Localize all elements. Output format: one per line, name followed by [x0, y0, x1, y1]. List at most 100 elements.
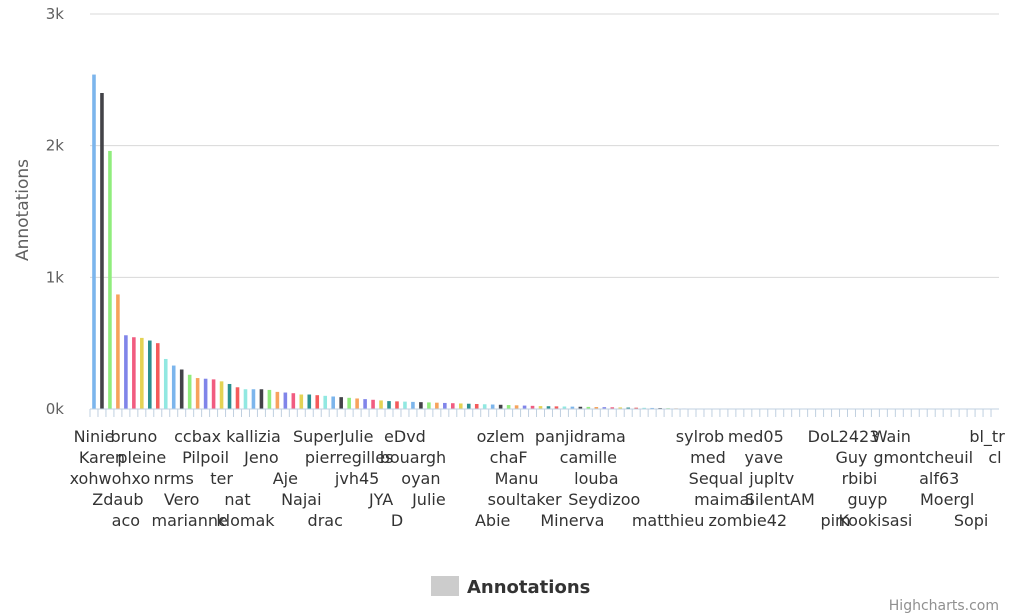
bar[interactable]: [307, 394, 312, 409]
bar[interactable]: [347, 397, 351, 409]
bar[interactable]: [187, 374, 192, 409]
bar[interactable]: [267, 389, 272, 409]
bar[interactable]: [578, 406, 583, 409]
bar[interactable]: [466, 403, 471, 409]
bar[interactable]: [546, 406, 551, 409]
bar[interactable]: [395, 401, 399, 409]
x-category-label: Julie: [411, 490, 446, 509]
bar[interactable]: [451, 403, 455, 409]
y-tick-label: 1k: [46, 268, 65, 286]
bar[interactable]: [227, 383, 232, 409]
x-category-label: med05: [728, 427, 784, 446]
bar[interactable]: [299, 394, 304, 409]
x-category-label: Seydizoo: [568, 490, 640, 509]
bar[interactable]: [363, 399, 367, 409]
x-category-label: ter: [210, 469, 233, 488]
bar[interactable]: [514, 405, 519, 409]
bar[interactable]: [498, 404, 503, 409]
bar[interactable]: [211, 379, 216, 409]
bar[interactable]: [371, 399, 375, 409]
bar[interactable]: [522, 405, 527, 409]
x-category-label: louba: [574, 469, 618, 488]
bar[interactable]: [435, 402, 439, 409]
x-category-label: Najai: [281, 490, 321, 509]
bar[interactable]: [291, 393, 296, 409]
bar[interactable]: [315, 395, 320, 409]
bar[interactable]: [355, 398, 359, 409]
x-category-label: chaF: [490, 448, 528, 467]
bar[interactable]: [634, 407, 638, 409]
legend-swatch[interactable]: [431, 576, 459, 596]
bar[interactable]: [474, 403, 479, 409]
bar[interactable]: [339, 397, 343, 409]
bar[interactable]: [283, 392, 288, 409]
bar[interactable]: [179, 369, 184, 410]
bar[interactable]: [243, 389, 248, 409]
bar[interactable]: [419, 402, 423, 409]
y-tick-label: 3k: [46, 5, 65, 23]
bar[interactable]: [235, 387, 240, 409]
bar[interactable]: [562, 406, 567, 409]
bar[interactable]: [92, 74, 96, 410]
y-tick-label: 2k: [46, 137, 65, 155]
bar[interactable]: [427, 402, 431, 409]
bar[interactable]: [626, 407, 631, 409]
bar[interactable]: [458, 403, 463, 409]
x-category-label: Karen: [79, 448, 125, 467]
bar-series-annotations[interactable]: [92, 74, 726, 410]
bar[interactable]: [148, 340, 152, 409]
bar[interactable]: [538, 406, 543, 409]
bar[interactable]: [586, 406, 591, 409]
bar[interactable]: [642, 407, 646, 409]
bar[interactable]: [387, 401, 391, 409]
x-category-label: drac: [308, 511, 343, 530]
bar[interactable]: [275, 391, 280, 409]
legend[interactable]: Annotations: [431, 576, 590, 598]
legend-item-annotations[interactable]: Annotations: [467, 577, 590, 598]
x-category-label: pleine: [117, 448, 166, 467]
bar[interactable]: [594, 407, 599, 409]
bar[interactable]: [403, 401, 407, 409]
bar[interactable]: [506, 405, 511, 409]
x-category-label: ozlem: [477, 427, 525, 446]
bar[interactable]: [100, 93, 104, 409]
bar[interactable]: [132, 337, 136, 409]
bar[interactable]: [155, 343, 160, 409]
bar[interactable]: [610, 407, 615, 409]
x-category-label: Kookisasi: [838, 511, 912, 530]
bar[interactable]: [116, 294, 120, 409]
bar[interactable]: [171, 365, 176, 409]
bar[interactable]: [482, 404, 487, 409]
x-category-label: Aje: [273, 469, 298, 488]
bar[interactable]: [618, 407, 623, 409]
credits-link[interactable]: Highcharts.com: [889, 598, 999, 614]
bar[interactable]: [140, 337, 144, 409]
x-category-label: pim: [820, 511, 850, 530]
bar[interactable]: [411, 401, 415, 409]
bar[interactable]: [108, 150, 112, 409]
x-category-label: panjidrama: [535, 427, 626, 446]
bar[interactable]: [195, 378, 200, 409]
x-category-label: rbibi: [842, 469, 878, 488]
bar[interactable]: [124, 335, 128, 409]
bar[interactable]: [219, 381, 224, 409]
x-category-label: med: [690, 448, 726, 467]
bar[interactable]: [163, 358, 168, 409]
x-category-label: jvh45: [334, 469, 379, 488]
bar[interactable]: [379, 400, 383, 409]
bar[interactable]: [443, 402, 447, 409]
x-category-label: yave: [744, 448, 783, 467]
bar[interactable]: [570, 406, 575, 409]
bar[interactable]: [251, 389, 256, 409]
x-category-label: maimai: [694, 490, 754, 509]
bar[interactable]: [530, 405, 535, 409]
bar[interactable]: [203, 378, 208, 409]
bar[interactable]: [331, 396, 335, 409]
bar[interactable]: [554, 406, 559, 409]
bar[interactable]: [490, 404, 495, 409]
bar[interactable]: [602, 407, 607, 409]
y-gridlines: [90, 13, 999, 278]
bar[interactable]: [323, 395, 328, 409]
bar[interactable]: [259, 389, 264, 409]
bar[interactable]: [650, 407, 654, 409]
